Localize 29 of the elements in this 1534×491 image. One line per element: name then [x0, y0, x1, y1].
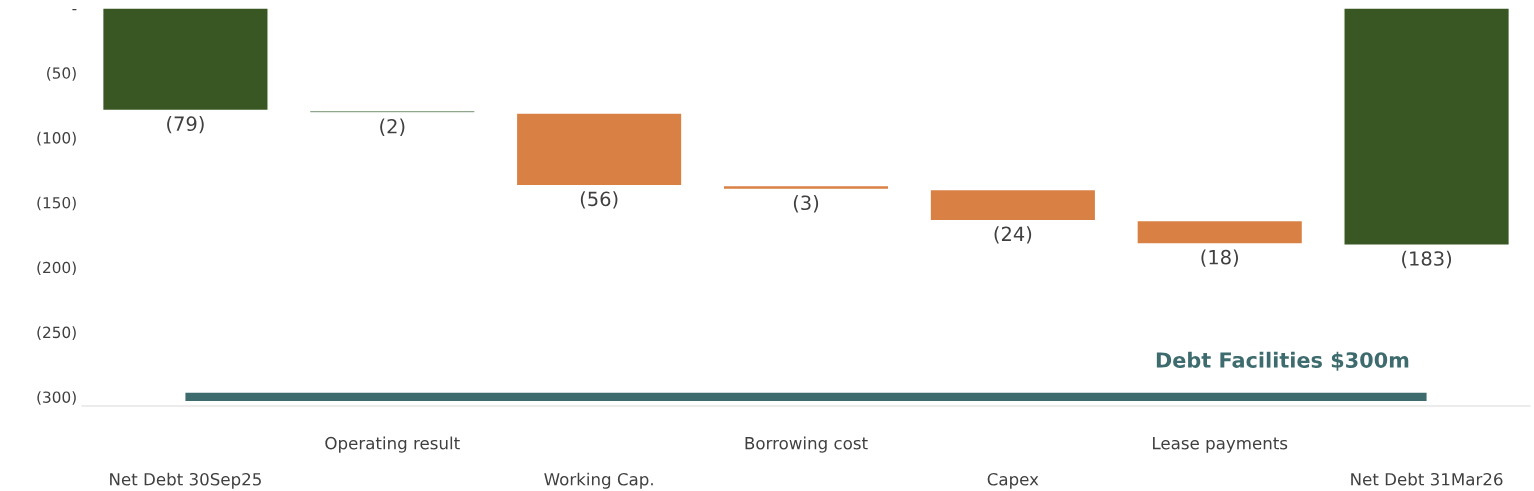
data-label: (56) [580, 191, 618, 209]
x-tick-label: Borrowing cost [745, 436, 868, 453]
bar [515, 112, 683, 187]
x-tick-label: Net Debt 31Mar26 [1351, 472, 1503, 486]
bar [929, 188, 1097, 222]
x-tick-label: Operating result [325, 436, 460, 453]
x-tick-label: Net Debt 30Sep25 [110, 472, 261, 489]
x-tick-label: Capex [987, 472, 1039, 489]
data-label: (3) [793, 195, 819, 213]
bar [722, 184, 890, 191]
y-tick-label: (300) [37, 391, 76, 405]
ref-line-label: Debt Facilities $300m [1156, 351, 1409, 371]
y-tick-label: (200) [37, 261, 76, 276]
data-label: (18) [1201, 249, 1238, 267]
bar [1343, 8, 1511, 246]
y-tick-label: (100) [37, 131, 76, 146]
x-tick-label: Lease payments [1153, 437, 1288, 453]
data-label: (79) [167, 115, 204, 134]
bar [308, 109, 476, 114]
data-label: (24) [994, 226, 1032, 244]
y-tick-label: (250) [37, 326, 76, 340]
x-tick-label: Working Cap. [544, 472, 653, 489]
y-tick-label: - [72, 9, 77, 11]
y-tick-label: (150) [37, 196, 76, 211]
bar [1136, 219, 1304, 245]
data-label: (2) [380, 118, 405, 136]
y-tick-label: (50) [47, 67, 76, 81]
data-label: (183) [1402, 250, 1452, 269]
bar [101, 8, 269, 112]
